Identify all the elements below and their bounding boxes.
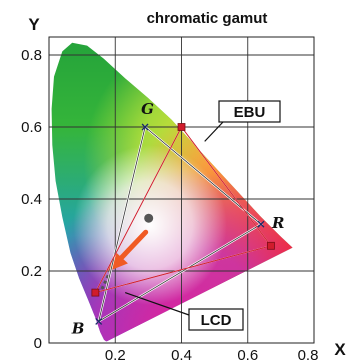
lcd-primary-marker (267, 241, 275, 250)
primary-label-r: R (271, 214, 284, 232)
lcd-label-box (188, 308, 244, 331)
lcd-primary-marker (177, 123, 186, 131)
primary-label-b: B (71, 319, 85, 337)
lcd-primary-markers (91, 123, 275, 297)
x-axis-label: X (334, 340, 346, 359)
y-tick-label: 0.8 (21, 47, 42, 64)
gamut-callouts: EBU LCD (124, 100, 281, 331)
x-tick-label: 0.4 (171, 347, 192, 363)
white-point-marker (144, 213, 154, 223)
y-tick-label: 0.4 (21, 191, 42, 208)
plot-frame (48, 36, 315, 344)
chart-title: chromatic gamut (147, 10, 268, 27)
ebu-label-box (218, 100, 281, 123)
ebu-primary-marker (95, 317, 103, 325)
ebu-label: EBU (234, 104, 266, 121)
x-axis-ticks: 0.2 0.4 0.6 0.8 (105, 347, 319, 363)
ebu-primary-marker (141, 123, 149, 131)
arrow-shaft (115, 229, 149, 264)
x-tick-label: 0.6 (237, 347, 258, 363)
ebu-gamut-triangle-edge (98, 126, 262, 323)
ebu-primary-markers (95, 123, 265, 325)
primary-label-g: G (141, 100, 154, 118)
lcd-primary-marker (91, 288, 100, 297)
ebu-leader-line (204, 121, 224, 142)
y-axis-ticks: 0 0.2 0.4 0.6 0.8 (21, 47, 42, 352)
lcd-gamut-triangle-red (94, 126, 272, 294)
y-tick-label: 0 (34, 335, 42, 352)
y-tick-label: 0.6 (21, 119, 42, 136)
lcd-leader-line (124, 292, 190, 316)
y-tick-label: 0.2 (21, 263, 42, 280)
x-tick-label: 0.2 (105, 347, 126, 363)
y-axis-label: Y (28, 15, 40, 34)
ebu-primary-marker (257, 220, 265, 228)
x-tick-label: 0.8 (298, 347, 319, 363)
lcd-label: LCD (201, 312, 232, 329)
